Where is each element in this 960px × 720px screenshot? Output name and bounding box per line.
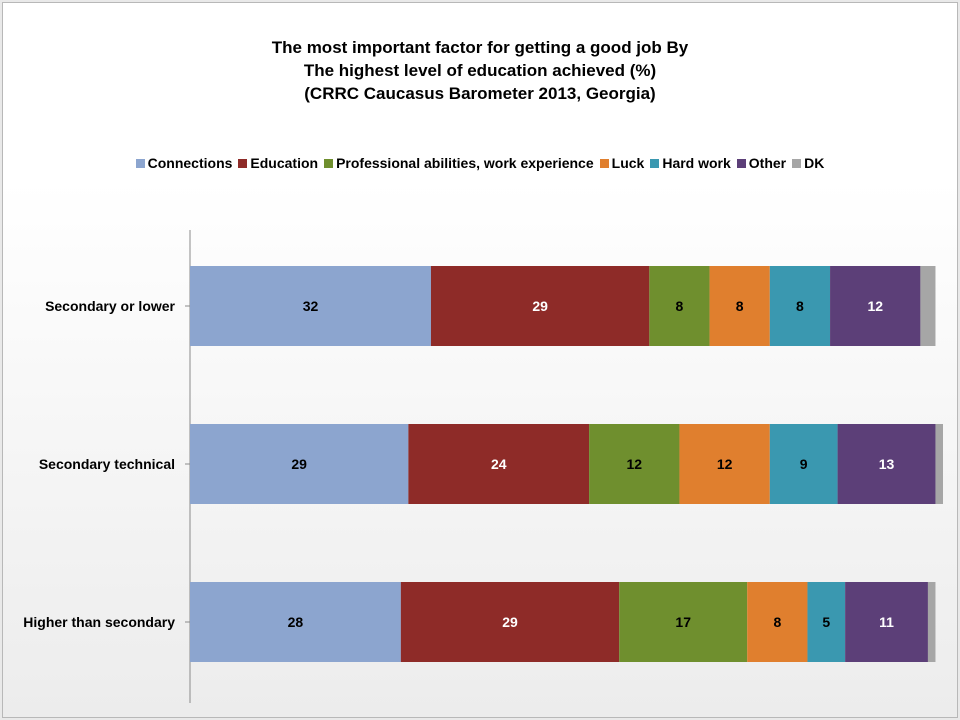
bar-segment xyxy=(408,424,590,504)
bar-segment xyxy=(927,582,936,662)
bar-segment xyxy=(190,582,401,662)
data-label: 13 xyxy=(879,456,895,472)
bar-segment xyxy=(400,582,620,662)
data-label: 29 xyxy=(291,456,307,472)
category-label: Higher than secondary xyxy=(23,614,175,630)
data-label: 11 xyxy=(879,614,894,630)
bar-segment xyxy=(807,582,846,662)
bar-segment xyxy=(190,266,431,346)
legend-item-connections: Connections xyxy=(135,155,233,171)
data-label: 28 xyxy=(288,614,304,630)
category-label: Secondary or lower xyxy=(45,298,175,314)
legend-item-other: Other xyxy=(736,155,787,171)
bar-segment xyxy=(589,424,680,504)
legend-label: Education xyxy=(250,155,319,171)
legend-swatch xyxy=(324,159,334,168)
data-label: 17 xyxy=(675,614,691,630)
bar-segment xyxy=(430,266,650,346)
legend-swatch xyxy=(792,159,802,168)
data-label: 24 xyxy=(491,456,507,472)
bar-segment xyxy=(747,582,808,662)
bar-segment xyxy=(190,424,409,504)
data-label: 8 xyxy=(773,614,781,630)
data-label: 5 xyxy=(822,614,830,630)
bar-segment xyxy=(830,266,921,346)
data-label: 29 xyxy=(532,298,548,314)
legend-item-luck: Luck xyxy=(599,155,645,171)
chart-title: The most important factor for getting a … xyxy=(3,36,957,105)
data-label: 12 xyxy=(867,298,883,314)
legend-label: Professional abilities, work experience xyxy=(336,155,594,171)
data-label: 8 xyxy=(736,298,744,314)
chart-title-line-2: The highest level of education achieved … xyxy=(303,61,657,80)
chart-title-line-1: The most important factor for getting a … xyxy=(271,38,689,57)
data-label: 29 xyxy=(502,614,518,630)
bar-segment xyxy=(935,424,943,504)
chart-title-line-3: (CRRC Caucasus Barometer 2013, Georgia) xyxy=(304,84,656,103)
legend-swatch xyxy=(599,159,609,168)
data-label: 12 xyxy=(717,456,733,472)
category-label: Secondary technical xyxy=(39,456,175,472)
legend-item-dk: DK xyxy=(792,155,824,171)
legend-label: Luck xyxy=(611,155,645,171)
legend-label: Connections xyxy=(147,155,233,171)
legend-swatch xyxy=(135,159,145,168)
bar-segment xyxy=(649,266,710,346)
data-label: 8 xyxy=(676,298,684,314)
bar-segment xyxy=(679,424,770,504)
legend-label: Other xyxy=(748,155,787,171)
legend-item-professional-abilities-work-experience: Professional abilities, work experience xyxy=(324,155,594,171)
data-label: 32 xyxy=(303,298,319,314)
bar-segment xyxy=(709,266,770,346)
bar-segment xyxy=(845,582,928,662)
bar-segment xyxy=(619,582,748,662)
data-label: 9 xyxy=(800,456,808,472)
legend-swatch xyxy=(650,159,660,168)
legend-swatch xyxy=(736,159,746,168)
bar-segment xyxy=(769,424,838,504)
legend-label: Hard work xyxy=(662,155,731,171)
legend-item-education: Education xyxy=(238,155,318,171)
bar-segment xyxy=(837,424,936,504)
legend-swatch xyxy=(238,159,248,168)
legend-label: DK xyxy=(804,155,825,171)
data-label: 12 xyxy=(626,456,642,472)
data-label: 8 xyxy=(796,298,804,314)
legend-item-hard-work: Hard work xyxy=(650,155,731,171)
chart-legend: Connections Education Professional abiliti… xyxy=(3,155,957,171)
bar-segment xyxy=(920,266,936,346)
bar-segment xyxy=(769,266,831,346)
